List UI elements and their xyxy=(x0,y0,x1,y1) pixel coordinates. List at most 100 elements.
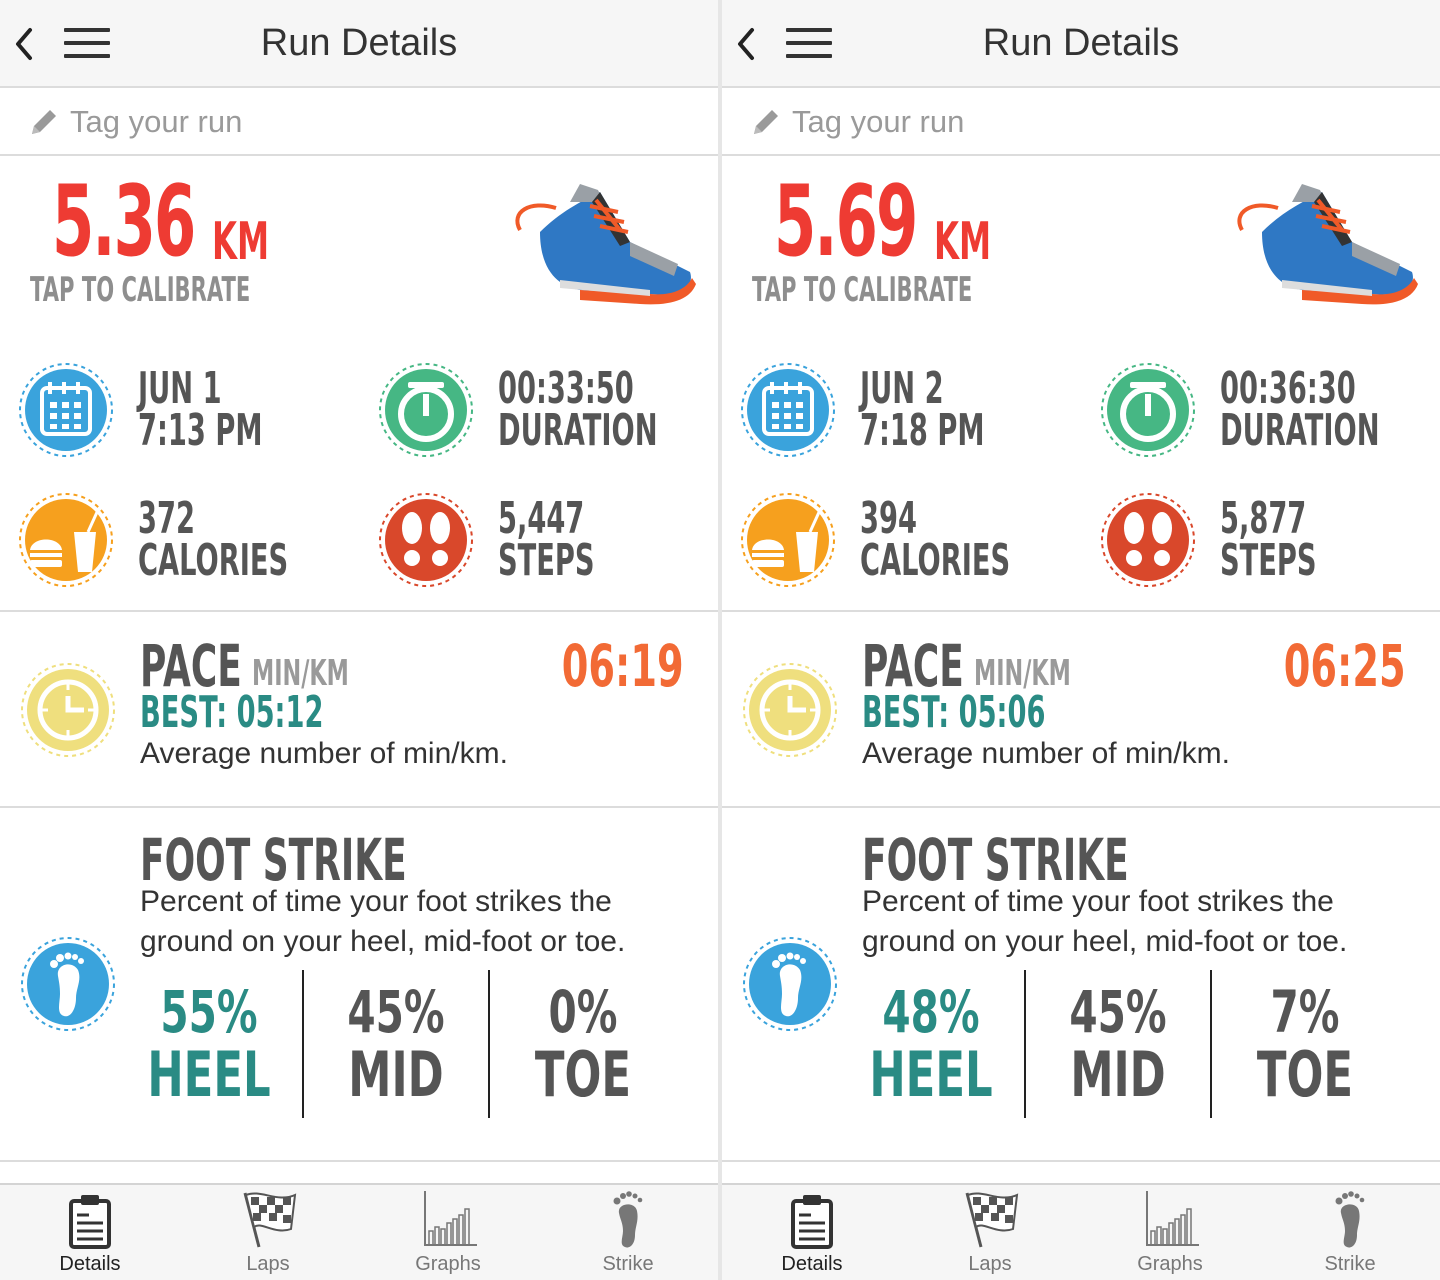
run-duration: 00:36:30 DURATION xyxy=(1220,363,1380,456)
section-divider xyxy=(0,610,718,612)
checkered-flag-icon xyxy=(243,1192,297,1248)
distance-unit: KM xyxy=(934,212,992,272)
nav-graphs[interactable]: Graphs xyxy=(1080,1185,1260,1280)
footprint-icon xyxy=(21,937,115,1031)
run-date: JUN 2 7:18 PM xyxy=(860,363,985,456)
nav-laps-label: Laps xyxy=(246,1253,290,1275)
nav-laps-label: Laps xyxy=(968,1253,1012,1275)
pace-title: PACE xyxy=(862,632,964,700)
mid-percent: 45% xyxy=(1069,978,1167,1046)
stopwatch-icon xyxy=(379,363,473,457)
calendar-icon xyxy=(19,363,113,457)
tag-run-placeholder: Tag your run xyxy=(70,104,243,139)
footprints-icon xyxy=(1101,493,1195,587)
section-divider xyxy=(0,806,718,808)
pace-value: 06:19 xyxy=(562,632,684,700)
mid-stat: 45% MID xyxy=(303,980,489,1110)
toe-stat: 0% TOE xyxy=(490,980,676,1110)
nav-details-label: Details xyxy=(781,1253,843,1275)
page-title: Run Details xyxy=(982,22,1180,64)
distance-value: 5.36 xyxy=(52,165,196,279)
distance-unit: KM xyxy=(212,212,270,272)
foot-strike-description: Percent of time your foot strikes the gr… xyxy=(140,885,626,958)
nav-graphs-label: Graphs xyxy=(1137,1253,1203,1275)
heel-stat: 55% HEEL xyxy=(116,980,302,1110)
nav-strike-label: Strike xyxy=(1324,1253,1376,1275)
screen-divider xyxy=(718,0,722,1280)
tap-to-calibrate[interactable]: TAP TO CALIBRATE xyxy=(752,270,973,310)
clipboard-icon xyxy=(791,1195,833,1249)
bottom-nav: Details Laps Graphs Strike xyxy=(722,1183,1440,1280)
pace-unit: MIN/KM xyxy=(974,653,1071,694)
pace-unit: MIN/KM xyxy=(252,653,349,694)
tag-run-row[interactable]: Tag your run xyxy=(0,88,718,156)
pace-value: 06:25 xyxy=(1284,632,1406,700)
menu-icon[interactable] xyxy=(64,28,110,60)
toe-percent: 0% xyxy=(548,978,618,1046)
run-details-screen-left: Run Details Tag your run 5.36 KM TAP TO … xyxy=(0,0,718,1280)
run-steps: 5,447 STEPS xyxy=(498,493,595,586)
foot-icon xyxy=(613,1191,643,1248)
nav-strike-label: Strike xyxy=(602,1253,654,1275)
heel-percent: 48% xyxy=(882,978,980,1046)
toe-label: TOE xyxy=(1256,1038,1354,1111)
heel-label: HEEL xyxy=(869,1038,993,1111)
nav-details[interactable]: Details xyxy=(0,1185,180,1280)
shoe-image xyxy=(1237,184,1418,305)
run-duration: 00:33:50 DURATION xyxy=(498,363,658,456)
menu-icon[interactable] xyxy=(786,28,832,60)
section-divider xyxy=(722,806,1440,808)
mid-label: MID xyxy=(348,1038,444,1111)
distance-display[interactable]: 5.69 KM xyxy=(774,172,1034,282)
app-bar: Run Details xyxy=(0,0,718,88)
section-divider xyxy=(0,1160,718,1162)
nav-laps[interactable]: Laps xyxy=(900,1185,1080,1280)
foot-strike-description: Percent of time your foot strikes the gr… xyxy=(862,885,1348,958)
mid-stat: 45% MID xyxy=(1025,980,1211,1110)
calendar-icon xyxy=(741,363,835,457)
run-calories: 394 CALORIES xyxy=(860,493,1011,586)
food-icon xyxy=(19,493,113,587)
section-divider xyxy=(722,1160,1440,1162)
mid-percent: 45% xyxy=(347,978,445,1046)
toe-stat: 7% TOE xyxy=(1212,980,1398,1110)
pace-description: Average number of min/km. xyxy=(862,737,1230,770)
tag-run-placeholder: Tag your run xyxy=(792,104,965,139)
bottom-nav: Details Laps Graphs Strike xyxy=(0,1183,718,1280)
back-icon[interactable] xyxy=(728,20,768,68)
foot-strike-title: FOOT STRIKE xyxy=(862,826,1129,894)
run-details-screen-right: Run Details Tag your run 5.69 KM TAP TO … xyxy=(722,0,1440,1280)
run-steps: 5,877 STEPS xyxy=(1220,493,1317,586)
nav-details[interactable]: Details xyxy=(722,1185,902,1280)
clipboard-icon xyxy=(69,1195,111,1249)
toe-percent: 7% xyxy=(1270,978,1340,1046)
pace-title: PACE xyxy=(140,632,242,700)
page-title: Run Details xyxy=(260,22,458,64)
foot-strike-title: FOOT STRIKE xyxy=(140,826,407,894)
nav-laps[interactable]: Laps xyxy=(178,1185,358,1280)
nav-graphs[interactable]: Graphs xyxy=(358,1185,538,1280)
heel-label: HEEL xyxy=(147,1038,271,1111)
nav-details-label: Details xyxy=(59,1253,121,1275)
mid-label: MID xyxy=(1070,1038,1166,1111)
footprint-icon xyxy=(743,937,837,1031)
distance-display[interactable]: 5.36 KM xyxy=(52,172,312,282)
food-icon xyxy=(741,493,835,587)
heel-stat: 48% HEEL xyxy=(838,980,1024,1110)
foot-icon xyxy=(1335,1191,1365,1248)
back-icon[interactable] xyxy=(6,20,46,68)
nav-strike[interactable]: Strike xyxy=(1260,1185,1440,1280)
tag-run-row[interactable]: Tag your run xyxy=(722,88,1440,156)
checkered-flag-icon xyxy=(965,1192,1019,1248)
clock-icon xyxy=(21,663,115,757)
pace-description: Average number of min/km. xyxy=(140,737,508,770)
heel-percent: 55% xyxy=(160,978,258,1046)
nav-graphs-label: Graphs xyxy=(415,1253,481,1275)
bar-graph-icon xyxy=(424,1191,477,1246)
clock-icon xyxy=(743,663,837,757)
column-divider xyxy=(1210,970,1212,1118)
tap-to-calibrate[interactable]: TAP TO CALIBRATE xyxy=(30,270,251,310)
section-divider xyxy=(722,610,1440,612)
nav-strike[interactable]: Strike xyxy=(538,1185,718,1280)
distance-value: 5.69 xyxy=(774,165,918,279)
